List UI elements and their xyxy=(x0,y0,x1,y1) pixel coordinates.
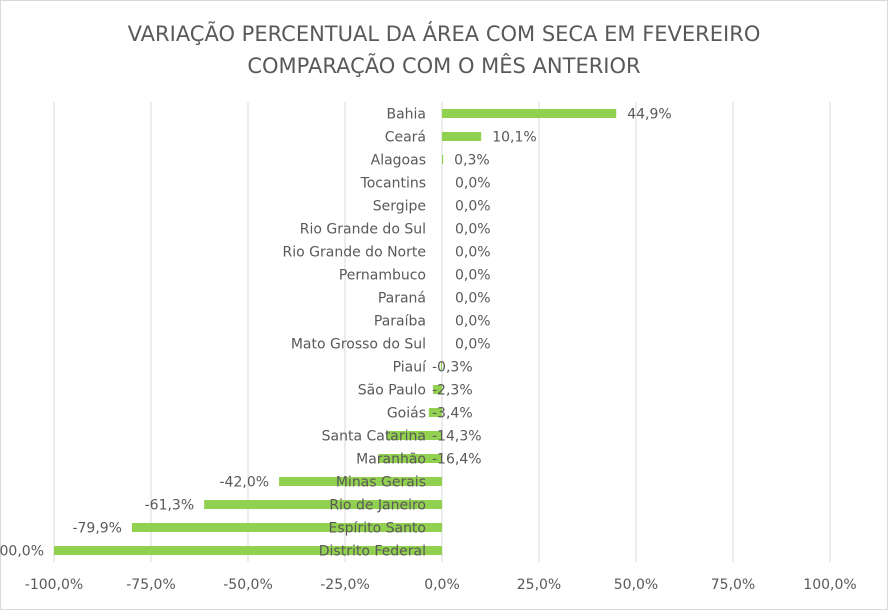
data-label: -100,0% xyxy=(0,544,44,560)
data-label: -14,3% xyxy=(432,429,482,445)
data-label: -79,9% xyxy=(72,521,122,537)
data-label: 0,0% xyxy=(455,291,491,307)
category-label: Piauí xyxy=(393,360,427,376)
bar xyxy=(433,385,442,394)
category-labels: Bahia Ceará Alagoas Tocantins Sergipe Rio Gra… xyxy=(283,107,428,560)
bar xyxy=(378,454,442,463)
category-label: Paraná xyxy=(378,291,426,307)
data-label: 0,0% xyxy=(455,268,491,284)
data-label: 0,0% xyxy=(455,337,491,353)
category-label: Alagoas xyxy=(371,153,426,169)
x-tick-label: 75,0% xyxy=(711,577,755,593)
x-tick-label: -75,0% xyxy=(126,577,176,593)
category-label: São Paulo xyxy=(358,383,426,399)
x-tick-label: 50,0% xyxy=(614,577,658,593)
x-tick-label: -25,0% xyxy=(320,577,370,593)
x-tick-label: -50,0% xyxy=(223,577,273,593)
data-label: 0,0% xyxy=(455,199,491,215)
bar xyxy=(442,155,444,164)
data-label: 0,0% xyxy=(455,314,491,330)
data-label: 10,1% xyxy=(492,130,536,146)
category-label: Mato Grosso do Sul xyxy=(291,337,426,353)
category-label: Distrito Federal xyxy=(319,544,426,560)
data-label: 44,9% xyxy=(627,107,671,123)
data-label: 0,3% xyxy=(454,153,490,169)
bars xyxy=(54,109,617,555)
bar xyxy=(279,477,442,486)
bar xyxy=(386,431,442,440)
bar xyxy=(442,109,617,118)
category-label: Ceará xyxy=(385,130,426,146)
category-label: Tocantins xyxy=(360,176,426,192)
x-tick-label: 100,0% xyxy=(803,577,856,593)
x-axis-tick-labels: -100,0% -75,0% -50,0% -25,0% 0,0% 25,0% 50,0% 7… xyxy=(25,577,857,593)
bar xyxy=(442,132,482,141)
category-label: Espírito Santo xyxy=(329,521,426,537)
data-label: -16,4% xyxy=(432,452,482,468)
category-label: Sergipe xyxy=(373,199,426,215)
data-label: -61,3% xyxy=(145,498,195,514)
category-label: Rio Grande do Sul xyxy=(300,222,426,238)
x-tick-label: 0,0% xyxy=(424,577,460,593)
data-label: 0,0% xyxy=(455,245,491,261)
bar xyxy=(428,408,442,417)
data-label: 0,0% xyxy=(455,222,491,238)
bar xyxy=(131,523,442,532)
chart-title-line-1: VARIAÇÃO PERCENTUAL DA ÁREA COM SECA EM … xyxy=(127,22,761,46)
category-label: Goiás xyxy=(387,406,426,422)
bar xyxy=(204,500,442,509)
bar xyxy=(440,362,442,371)
category-label: Paraíba xyxy=(374,314,426,330)
data-label: 0,0% xyxy=(455,176,491,192)
category-label: Maranhão xyxy=(356,452,426,468)
bar xyxy=(54,546,442,555)
chart-title-line-2: COMPARAÇÃO COM O MÊS ANTERIOR xyxy=(247,54,641,78)
category-label: Rio Grande do Norte xyxy=(283,245,426,261)
x-tick-label: -100,0% xyxy=(25,577,83,593)
chart-title: VARIAÇÃO PERCENTUAL DA ÁREA COM SECA EM … xyxy=(0,18,888,82)
category-label: Minas Gerais xyxy=(336,475,426,491)
data-label: -3,4% xyxy=(432,406,473,422)
category-label: Santa Catarina xyxy=(322,429,426,445)
category-label: Rio de Janeiro xyxy=(329,498,426,514)
data-label: -2,3% xyxy=(432,383,473,399)
data-label: -42,0% xyxy=(220,475,270,491)
data-label: -0,3% xyxy=(432,360,473,376)
category-label: Bahia xyxy=(386,107,426,123)
category-label: Pernambuco xyxy=(339,268,426,284)
data-labels: 44,9% 10,1%0,3% 0,0% 0,0% 0,0% 0,0% 0,0% 0,0% 0,… xyxy=(0,107,672,560)
gridlines xyxy=(53,102,831,562)
x-tick-label: 25,0% xyxy=(517,577,561,593)
